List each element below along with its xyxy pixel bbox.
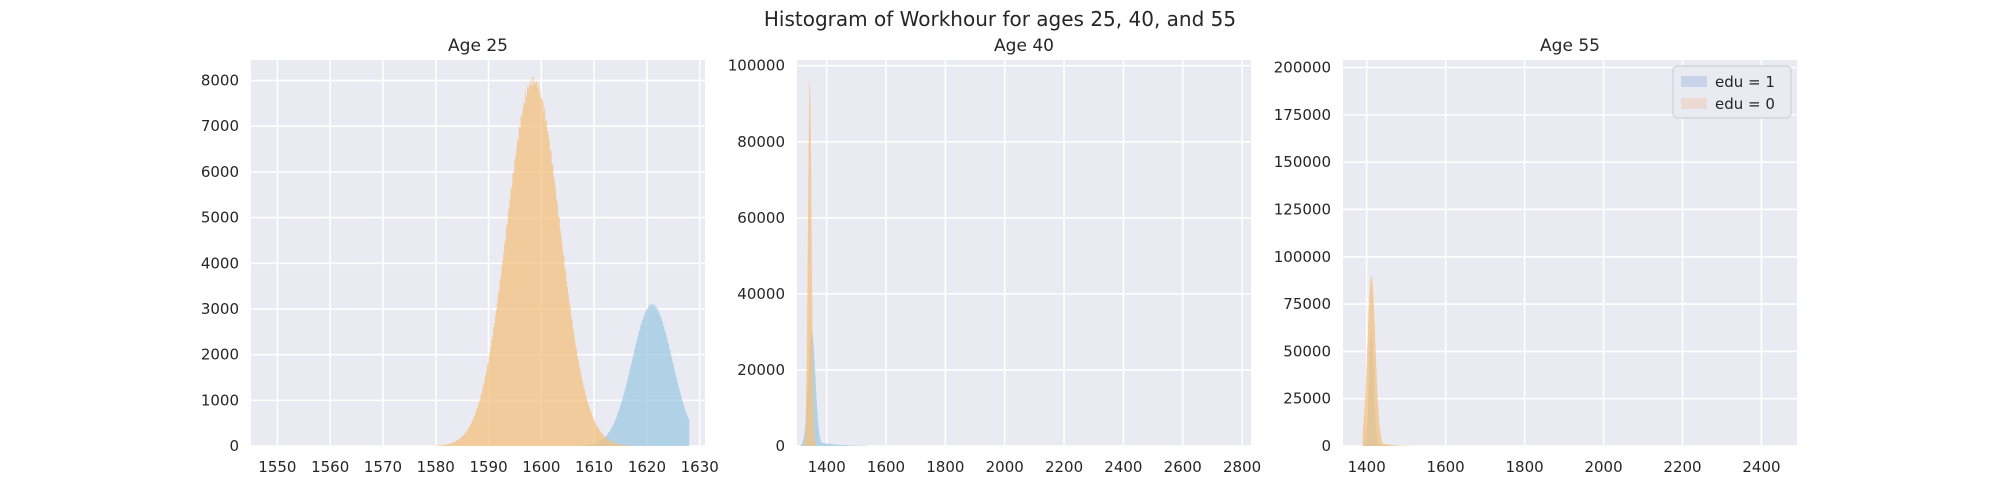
panel-age-40: 1400 1600 1800 2000 2200 2400 2600 2800 0 20000 40…: [728, 36, 1261, 476]
x-tick-label: 1800: [926, 458, 964, 476]
histogram-edu1: [541, 303, 690, 446]
y-tick-label: 7000: [201, 117, 239, 135]
y-tick-label: 175000: [1274, 106, 1331, 124]
legend: edu = 1 edu = 0: [1672, 65, 1792, 119]
x-tick-label: 1580: [417, 458, 455, 476]
y-tick-label: 5000: [201, 209, 239, 227]
x-tick-label: 2400: [1742, 458, 1780, 476]
x-tick-label: 1400: [808, 458, 846, 476]
y-tick-label: 60000: [737, 209, 785, 227]
legend-label: edu = 1: [1715, 73, 1775, 91]
x-tick-label: 1600: [1427, 458, 1465, 476]
panel-title: Age 55: [1540, 36, 1600, 56]
y-tick-label: 25000: [1283, 390, 1331, 408]
plot-background: [797, 60, 1251, 446]
y-tick-label: 150000: [1274, 153, 1331, 171]
y-tick-label: 40000: [737, 285, 785, 303]
y-tick-label: 20000: [737, 361, 785, 379]
legend-label: edu = 0: [1715, 95, 1775, 113]
x-tick-label: 1400: [1348, 458, 1386, 476]
y-tick-label: 0: [775, 437, 785, 455]
x-tick-label: 1610: [575, 458, 613, 476]
x-tick-label: 1600: [522, 458, 560, 476]
x-tick-label: 1550: [258, 458, 296, 476]
histogram-edu0: [799, 78, 833, 446]
x-tick-label: 1600: [867, 458, 905, 476]
plot-background: [1343, 60, 1797, 446]
x-tick-label: 1590: [469, 458, 507, 476]
y-tick-label: 6000: [201, 163, 239, 181]
x-tick-label: 2800: [1223, 458, 1261, 476]
y-tick-label: 1000: [201, 391, 239, 409]
y-tick-label: 4000: [201, 254, 239, 272]
panel-title: Age 40: [994, 36, 1054, 56]
y-tick-label: 200000: [1274, 59, 1331, 77]
y-tick-label: 2000: [201, 346, 239, 364]
histogram-edu1: [799, 330, 869, 446]
panels: 1550 1560 1570 1580 1590 1600 1610 1620 1630 0 100…: [201, 36, 1797, 476]
y-tick-label: 100000: [1274, 248, 1331, 266]
y-tick-label: 125000: [1274, 200, 1331, 218]
x-tick-label: 1570: [364, 458, 402, 476]
y-tick-label: 75000: [1283, 295, 1331, 313]
x-tick-label: 1630: [681, 458, 719, 476]
x-tick-label: 1800: [1506, 458, 1544, 476]
histogram-edu0: [435, 76, 637, 446]
x-tick-label: 2000: [1584, 458, 1622, 476]
y-tick-label: 3000: [201, 300, 239, 318]
panel-age-25: 1550 1560 1570 1580 1590 1600 1610 1620 1630 0 100…: [201, 36, 719, 476]
y-tick-label: 100000: [728, 57, 785, 75]
x-tick-label: 2400: [1104, 458, 1142, 476]
x-tick-label: 2000: [986, 458, 1024, 476]
panel-age-55: 1400 1600 1800 2000 2200 2400 0 25000 50000 75000…: [1274, 36, 1797, 476]
legend-swatch: [1681, 76, 1707, 87]
x-tick-label: 1620: [628, 458, 666, 476]
legend-swatch: [1681, 98, 1707, 109]
y-tick-label: 0: [1321, 437, 1331, 455]
histogram-edu0: [1362, 274, 1415, 446]
y-tick-label: 50000: [1283, 342, 1331, 360]
x-tick-label: 2200: [1045, 458, 1083, 476]
y-tick-label: 80000: [737, 133, 785, 151]
y-tick-label: 0: [229, 437, 239, 455]
x-tick-label: 2200: [1663, 458, 1701, 476]
x-tick-label: 1560: [311, 458, 349, 476]
y-tick-label: 8000: [201, 72, 239, 90]
figure-title: Histogram of Workhour for ages 25, 40, a…: [764, 7, 1236, 31]
x-tick-label: 2600: [1164, 458, 1202, 476]
panel-title: Age 25: [448, 36, 508, 56]
